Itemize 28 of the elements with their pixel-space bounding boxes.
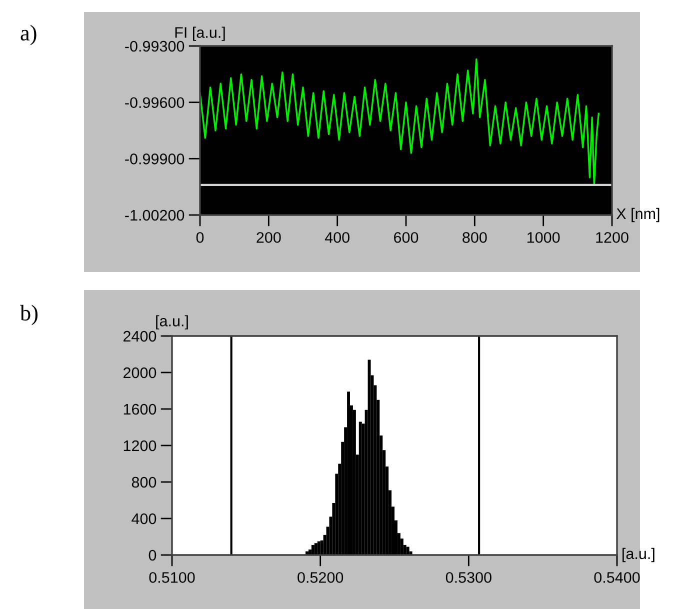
y-tick-label: -0.99300: [125, 40, 184, 52]
x-tick-label: 200: [256, 232, 281, 243]
x-tick-label: 0.5100: [149, 572, 195, 583]
y-tick-label: 400: [132, 513, 156, 524]
x-tick-label: 0.5300: [446, 572, 492, 583]
y-tick-label: 2000: [124, 367, 156, 378]
y-tick-label: -0.99900: [125, 154, 184, 164]
y-tick-label: 2400: [124, 330, 156, 342]
y-tick-label: 1200: [124, 440, 156, 452]
x-tick-label: 0.5200: [298, 572, 344, 583]
x-axis-title: X [nm]: [616, 208, 660, 222]
y-axis-title: FI [a.u.]: [175, 26, 225, 41]
x-axis-title: [a.u.]: [622, 548, 654, 562]
y-tick-label: 800: [132, 476, 156, 488]
x-tick-label: 800: [462, 232, 487, 243]
y-axis-title: [a.u.]: [156, 315, 188, 330]
x-tick-label: 1200: [596, 232, 628, 243]
chart-title: a): [20, 24, 36, 46]
y-tick-label: -1.00200: [125, 210, 184, 221]
y-tick-label: -0.99600: [125, 97, 184, 108]
y-tick-label: 1600: [124, 404, 156, 415]
x-tick-label: 1000: [528, 232, 560, 243]
x-tick-label: 600: [394, 232, 418, 243]
chart-title: b): [20, 304, 38, 326]
x-tick-label: 0: [196, 232, 204, 243]
x-tick-label: 400: [324, 232, 350, 243]
y-tick-label: 0: [148, 550, 156, 561]
x-tick-label: 0.5400: [594, 572, 640, 583]
